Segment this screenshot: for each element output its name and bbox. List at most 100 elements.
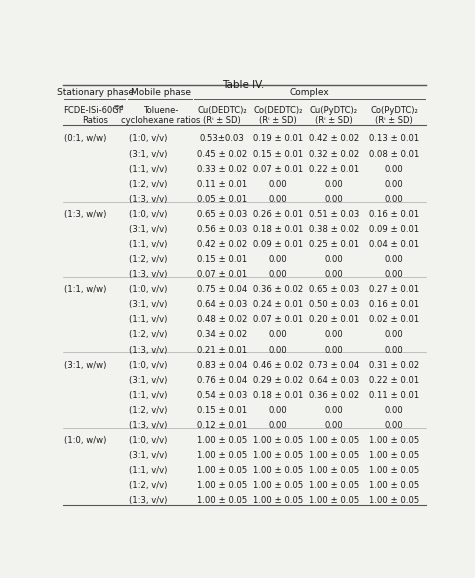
- Text: 0.09 ± 0.01: 0.09 ± 0.01: [369, 225, 419, 234]
- Text: 0.00: 0.00: [324, 346, 343, 354]
- Text: 0.36 ± 0.02: 0.36 ± 0.02: [253, 285, 303, 294]
- Text: 0.83 ± 0.04: 0.83 ± 0.04: [197, 361, 247, 369]
- Text: (1:0, v/v): (1:0, v/v): [129, 436, 167, 445]
- Text: (0:1, w/w): (0:1, w/w): [64, 135, 106, 143]
- Text: 0.00: 0.00: [324, 255, 343, 264]
- Text: 0.07 ± 0.01: 0.07 ± 0.01: [253, 316, 303, 324]
- Text: Co(PyDTC)₂: Co(PyDTC)₂: [370, 106, 418, 115]
- Text: (3:1, w/w): (3:1, w/w): [64, 361, 106, 369]
- Text: 0.00: 0.00: [385, 165, 404, 173]
- Text: 1.00 ± 0.05: 1.00 ± 0.05: [253, 481, 303, 490]
- Text: (1:1, w/w): (1:1, w/w): [64, 285, 106, 294]
- Text: 0.53±0.03: 0.53±0.03: [200, 135, 245, 143]
- Text: 0.33 ± 0.02: 0.33 ± 0.02: [197, 165, 247, 173]
- Text: 0.00: 0.00: [385, 180, 404, 188]
- Text: 0.00: 0.00: [385, 270, 404, 279]
- Text: 0.00: 0.00: [269, 406, 287, 415]
- Text: (Rⁱ ± SD): (Rⁱ ± SD): [375, 116, 413, 125]
- Text: 0.75 ± 0.04: 0.75 ± 0.04: [197, 285, 247, 294]
- Text: 0.19 ± 0.01: 0.19 ± 0.01: [253, 135, 303, 143]
- Text: (1:3, w/w): (1:3, w/w): [64, 210, 106, 219]
- Text: 0.00: 0.00: [269, 255, 287, 264]
- Text: 0.22 ± 0.01: 0.22 ± 0.01: [309, 165, 359, 173]
- Text: 0.64 ± 0.03: 0.64 ± 0.03: [197, 301, 247, 309]
- Text: (3:1, v/v): (3:1, v/v): [129, 150, 167, 158]
- Text: Stationary phase: Stationary phase: [57, 88, 134, 97]
- Text: 1.00 ± 0.05: 1.00 ± 0.05: [309, 481, 359, 490]
- Text: 0.54 ± 0.03: 0.54 ± 0.03: [197, 391, 247, 400]
- Text: (1:2, v/v): (1:2, v/v): [129, 406, 167, 415]
- Text: 0.00: 0.00: [324, 180, 343, 188]
- Text: 0.07 ± 0.01: 0.07 ± 0.01: [197, 270, 247, 279]
- Text: 0.16 ± 0.01: 0.16 ± 0.01: [369, 301, 419, 309]
- Text: 0.13 ± 0.01: 0.13 ± 0.01: [369, 135, 419, 143]
- Text: (1:0, v/v): (1:0, v/v): [129, 135, 167, 143]
- Text: 1.00 ± 0.05: 1.00 ± 0.05: [253, 451, 303, 460]
- Text: 0.15 ± 0.01: 0.15 ± 0.01: [197, 255, 247, 264]
- Text: 0.12 ± 0.01: 0.12 ± 0.01: [197, 421, 247, 430]
- Text: 1.00 ± 0.05: 1.00 ± 0.05: [369, 436, 419, 445]
- Text: (1:0, w/w): (1:0, w/w): [64, 436, 106, 445]
- Text: 1.00 ± 0.05: 1.00 ± 0.05: [369, 451, 419, 460]
- Text: 0.00: 0.00: [385, 421, 404, 430]
- Text: (3:1, v/v): (3:1, v/v): [129, 225, 167, 234]
- Text: 0.07 ± 0.01: 0.07 ± 0.01: [253, 165, 303, 173]
- Text: Table IV.: Table IV.: [222, 80, 265, 90]
- Text: Cu(DEDTC)₂: Cu(DEDTC)₂: [198, 106, 247, 115]
- Text: 0.00: 0.00: [324, 421, 343, 430]
- Text: 0.27 ± 0.01: 0.27 ± 0.01: [369, 285, 419, 294]
- Text: 1.00 ± 0.05: 1.00 ± 0.05: [309, 451, 359, 460]
- Text: 0.50 ± 0.03: 0.50 ± 0.03: [309, 301, 359, 309]
- Text: 0.42 ± 0.02: 0.42 ± 0.02: [197, 240, 247, 249]
- Text: 0.42 ± 0.02: 0.42 ± 0.02: [309, 135, 359, 143]
- Text: 1.00 ± 0.05: 1.00 ± 0.05: [369, 481, 419, 490]
- Text: Ratios: Ratios: [82, 116, 108, 125]
- Text: 0.00: 0.00: [385, 346, 404, 354]
- Text: 0.65 ± 0.03: 0.65 ± 0.03: [197, 210, 247, 219]
- Text: (1:3, v/v): (1:3, v/v): [129, 346, 167, 354]
- Text: Cu(PyDTC)₂: Cu(PyDTC)₂: [310, 106, 358, 115]
- Text: 0.00: 0.00: [269, 421, 287, 430]
- Text: (3:1, v/v): (3:1, v/v): [129, 376, 167, 385]
- Text: 0.00: 0.00: [385, 406, 404, 415]
- Text: (Rⁱ ± SD): (Rⁱ ± SD): [259, 116, 297, 125]
- Text: (3:1, v/v): (3:1, v/v): [129, 451, 167, 460]
- Text: 254: 254: [114, 105, 124, 110]
- Text: 0.00: 0.00: [385, 195, 404, 204]
- Text: Complex: Complex: [290, 88, 330, 97]
- Text: cyclohexane ratios: cyclohexane ratios: [121, 116, 200, 125]
- Text: (1:1, v/v): (1:1, v/v): [129, 316, 167, 324]
- Text: (1:0, v/v): (1:0, v/v): [129, 210, 167, 219]
- Text: 0.00: 0.00: [269, 180, 287, 188]
- Text: (1:1, v/v): (1:1, v/v): [129, 240, 167, 249]
- Text: 0.65 ± 0.03: 0.65 ± 0.03: [309, 285, 359, 294]
- Text: Mobile phase: Mobile phase: [131, 88, 190, 97]
- Text: 0.24 ± 0.01: 0.24 ± 0.01: [253, 301, 303, 309]
- Text: 0.16 ± 0.01: 0.16 ± 0.01: [369, 210, 419, 219]
- Text: Toluene-: Toluene-: [143, 106, 178, 115]
- Text: 0.18 ± 0.01: 0.18 ± 0.01: [253, 225, 303, 234]
- Text: 1.00 ± 0.05: 1.00 ± 0.05: [309, 497, 359, 505]
- Text: 0.25 ± 0.01: 0.25 ± 0.01: [309, 240, 359, 249]
- Text: 0.20 ± 0.01: 0.20 ± 0.01: [309, 316, 359, 324]
- Text: 1.00 ± 0.05: 1.00 ± 0.05: [197, 436, 247, 445]
- Text: (1:0, v/v): (1:0, v/v): [129, 285, 167, 294]
- Text: (1:3, v/v): (1:3, v/v): [129, 497, 167, 505]
- Text: 0.00: 0.00: [269, 331, 287, 339]
- Text: 0.38 ± 0.02: 0.38 ± 0.02: [309, 225, 359, 234]
- Text: FCDE-ISi-60GF: FCDE-ISi-60GF: [63, 106, 124, 115]
- Text: 0.00: 0.00: [269, 346, 287, 354]
- Text: (3:1, v/v): (3:1, v/v): [129, 301, 167, 309]
- Text: 0.51 ± 0.03: 0.51 ± 0.03: [309, 210, 359, 219]
- Text: 0.29 ± 0.02: 0.29 ± 0.02: [253, 376, 303, 385]
- Text: 0.76 ± 0.04: 0.76 ± 0.04: [197, 376, 247, 385]
- Text: (1:1, v/v): (1:1, v/v): [129, 391, 167, 400]
- Text: 1.00 ± 0.05: 1.00 ± 0.05: [197, 497, 247, 505]
- Text: (1:3, v/v): (1:3, v/v): [129, 270, 167, 279]
- Text: 0.34 ± 0.02: 0.34 ± 0.02: [197, 331, 247, 339]
- Text: 0.00: 0.00: [324, 195, 343, 204]
- Text: 1.00 ± 0.05: 1.00 ± 0.05: [369, 466, 419, 475]
- Text: (1:2, v/v): (1:2, v/v): [129, 180, 167, 188]
- Text: 0.73 ± 0.04: 0.73 ± 0.04: [309, 361, 359, 369]
- Text: 0.00: 0.00: [269, 195, 287, 204]
